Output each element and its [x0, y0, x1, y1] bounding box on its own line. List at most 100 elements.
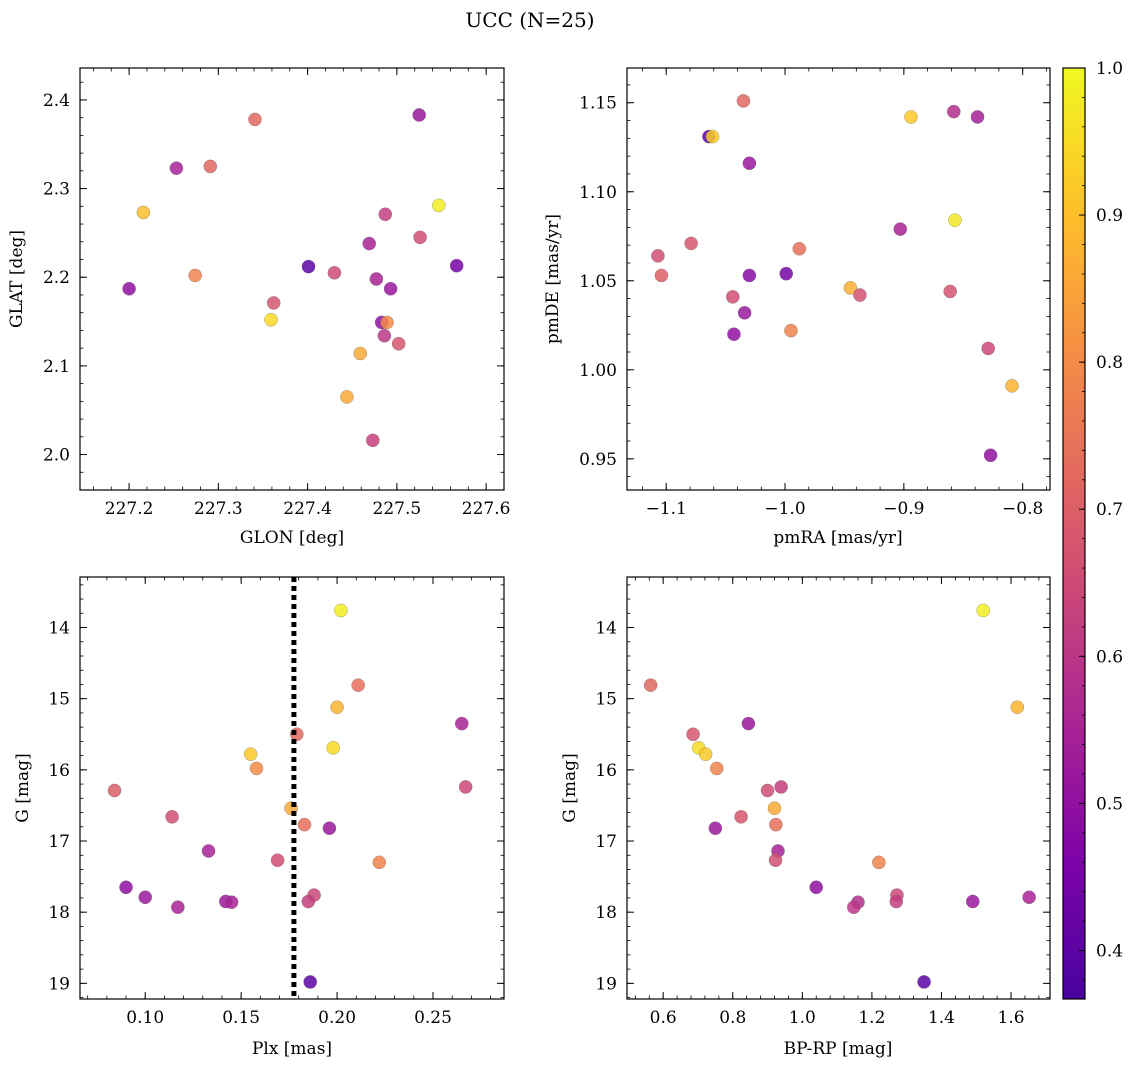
- y-tick-label: 14: [595, 619, 617, 639]
- scatter-point: [853, 288, 867, 302]
- colorbar-tick-label: 0.5: [1096, 794, 1123, 814]
- x-tick-label: −1.1: [646, 499, 687, 519]
- y-tick-label: 14: [48, 619, 70, 639]
- axes-frame: [79, 67, 505, 491]
- scatter-point: [767, 801, 782, 816]
- x-tick-label: 0.10: [126, 1008, 164, 1028]
- scatter-point: [412, 108, 427, 122]
- y-tick-label: 0.95: [579, 450, 617, 470]
- x-tick-label: 227.5: [373, 499, 422, 519]
- x-tick-label: 1.6: [998, 1008, 1025, 1028]
- xlabel: GLON [deg]: [240, 528, 344, 548]
- scatter-point: [741, 716, 756, 731]
- scatter-point: [122, 281, 136, 296]
- y-tick-label: 15: [595, 690, 617, 710]
- y-tick-label: 17: [48, 832, 70, 852]
- scatter-point: [378, 207, 393, 222]
- scatter-point: [169, 161, 184, 176]
- axes-glon-glat: 227.2 227.3 227.4 227.5 227.6 2.0 2.1 2.2 2.3 2.4: [43, 67, 510, 519]
- scatter-point: [136, 205, 151, 220]
- scatter-point: [708, 821, 723, 836]
- y-tick-label: 18: [595, 903, 617, 923]
- scatter-point: [264, 312, 278, 327]
- scatter-point: [249, 761, 264, 776]
- scatter-point: [107, 783, 122, 798]
- scatter-point: [431, 198, 446, 213]
- scatter-point: [654, 268, 669, 283]
- scatter-point: [326, 740, 341, 755]
- scatter-point: [1010, 700, 1025, 715]
- x-tick-label: 0.20: [318, 1008, 356, 1028]
- scatter-point: [948, 213, 962, 228]
- scatter-point: [736, 94, 751, 108]
- scatter-point: [301, 259, 316, 274]
- scatter-point: [760, 783, 775, 798]
- y-tick-label: 19: [48, 974, 70, 994]
- scatter-point: [698, 747, 713, 762]
- scatter-point: [943, 284, 958, 299]
- scatter-point: [792, 241, 807, 256]
- x-tick-label: 227.4: [283, 499, 332, 519]
- y-tick-label: 17: [595, 832, 617, 852]
- panel-bprp-g: BP-RP [mag] G [mag]: [560, 753, 892, 1059]
- y-tick-label: 16: [48, 761, 70, 781]
- x-tick-label: 0.8: [719, 1008, 746, 1028]
- y-tick-label: 1.05: [579, 272, 617, 292]
- panel-plx-g: Plx [mas] G [mag]: [13, 753, 332, 1059]
- scatter-point: [784, 323, 798, 338]
- scatter-point: [266, 296, 281, 310]
- y-tick-label: 2.1: [43, 357, 70, 377]
- scatter-points: [643, 603, 1036, 989]
- y-tick-label: 2.4: [43, 91, 70, 111]
- y-tick-label: 2.3: [43, 180, 70, 200]
- panel-pmra-pmde: pmRA [mas/yr] pmDE [mas/yr]: [543, 214, 903, 548]
- scatter-point: [779, 266, 794, 281]
- scatter-point: [981, 341, 996, 356]
- x-tick-label: 1.0: [789, 1008, 816, 1028]
- scatter-point: [327, 265, 342, 280]
- scatter-point: [201, 844, 216, 858]
- scatter-point: [365, 433, 380, 448]
- ylabel: GLAT [deg]: [7, 230, 27, 328]
- scatter-point: [351, 678, 366, 693]
- scatter-point: [983, 448, 998, 463]
- scatter-point: [224, 895, 239, 910]
- x-tick-label: 227.3: [194, 499, 243, 519]
- scatter-point: [369, 272, 384, 286]
- scatter-point: [301, 894, 316, 909]
- scatter-point: [458, 780, 473, 794]
- x-tick-label: −0.9: [883, 499, 924, 519]
- colorbar-tick-label: 0.6: [1096, 647, 1123, 667]
- ylabel: pmDE [mas/yr]: [543, 214, 563, 344]
- colorbar-tick-label: 1.0: [1096, 59, 1123, 79]
- scatter-point: [970, 110, 985, 124]
- scatter-point: [889, 894, 904, 909]
- xlabel: BP-RP [mag]: [784, 1039, 893, 1059]
- scatter-points: [122, 108, 464, 448]
- scatter-point: [383, 281, 398, 296]
- colorbar-tick-label: 0.7: [1096, 500, 1123, 520]
- axes-pmra-pmde: −1.1 −1.0 −0.9 −0.8 0.95 1.00 1.05 1.10 1.15: [579, 67, 1051, 519]
- scatter-point: [303, 975, 318, 989]
- y-tick-label: 2.0: [43, 446, 70, 466]
- scatter-point: [362, 236, 377, 251]
- scatter-points: [651, 94, 1019, 463]
- scatter-point: [1022, 890, 1036, 905]
- scatter-point: [737, 305, 752, 320]
- x-tick-label: 1.2: [858, 1008, 885, 1028]
- xlabel: pmRA [mas/yr]: [773, 528, 902, 548]
- y-tick-label: 16: [595, 761, 617, 781]
- y-tick-label: 1.00: [579, 361, 617, 381]
- figure-title: UCC (N=25): [465, 8, 594, 32]
- x-tick-label: 0.6: [650, 1008, 677, 1028]
- scatter-point: [976, 603, 991, 618]
- y-tick-label: 1.10: [579, 183, 617, 203]
- panel-glon-glat: GLON [deg] GLAT [deg]: [7, 230, 344, 548]
- scatter-point: [165, 809, 179, 824]
- scatter-point: [454, 716, 469, 731]
- scatter-point: [769, 817, 783, 832]
- x-tick-label: 0.25: [414, 1008, 452, 1028]
- scatter-point: [203, 159, 218, 174]
- scatter-point: [243, 747, 258, 762]
